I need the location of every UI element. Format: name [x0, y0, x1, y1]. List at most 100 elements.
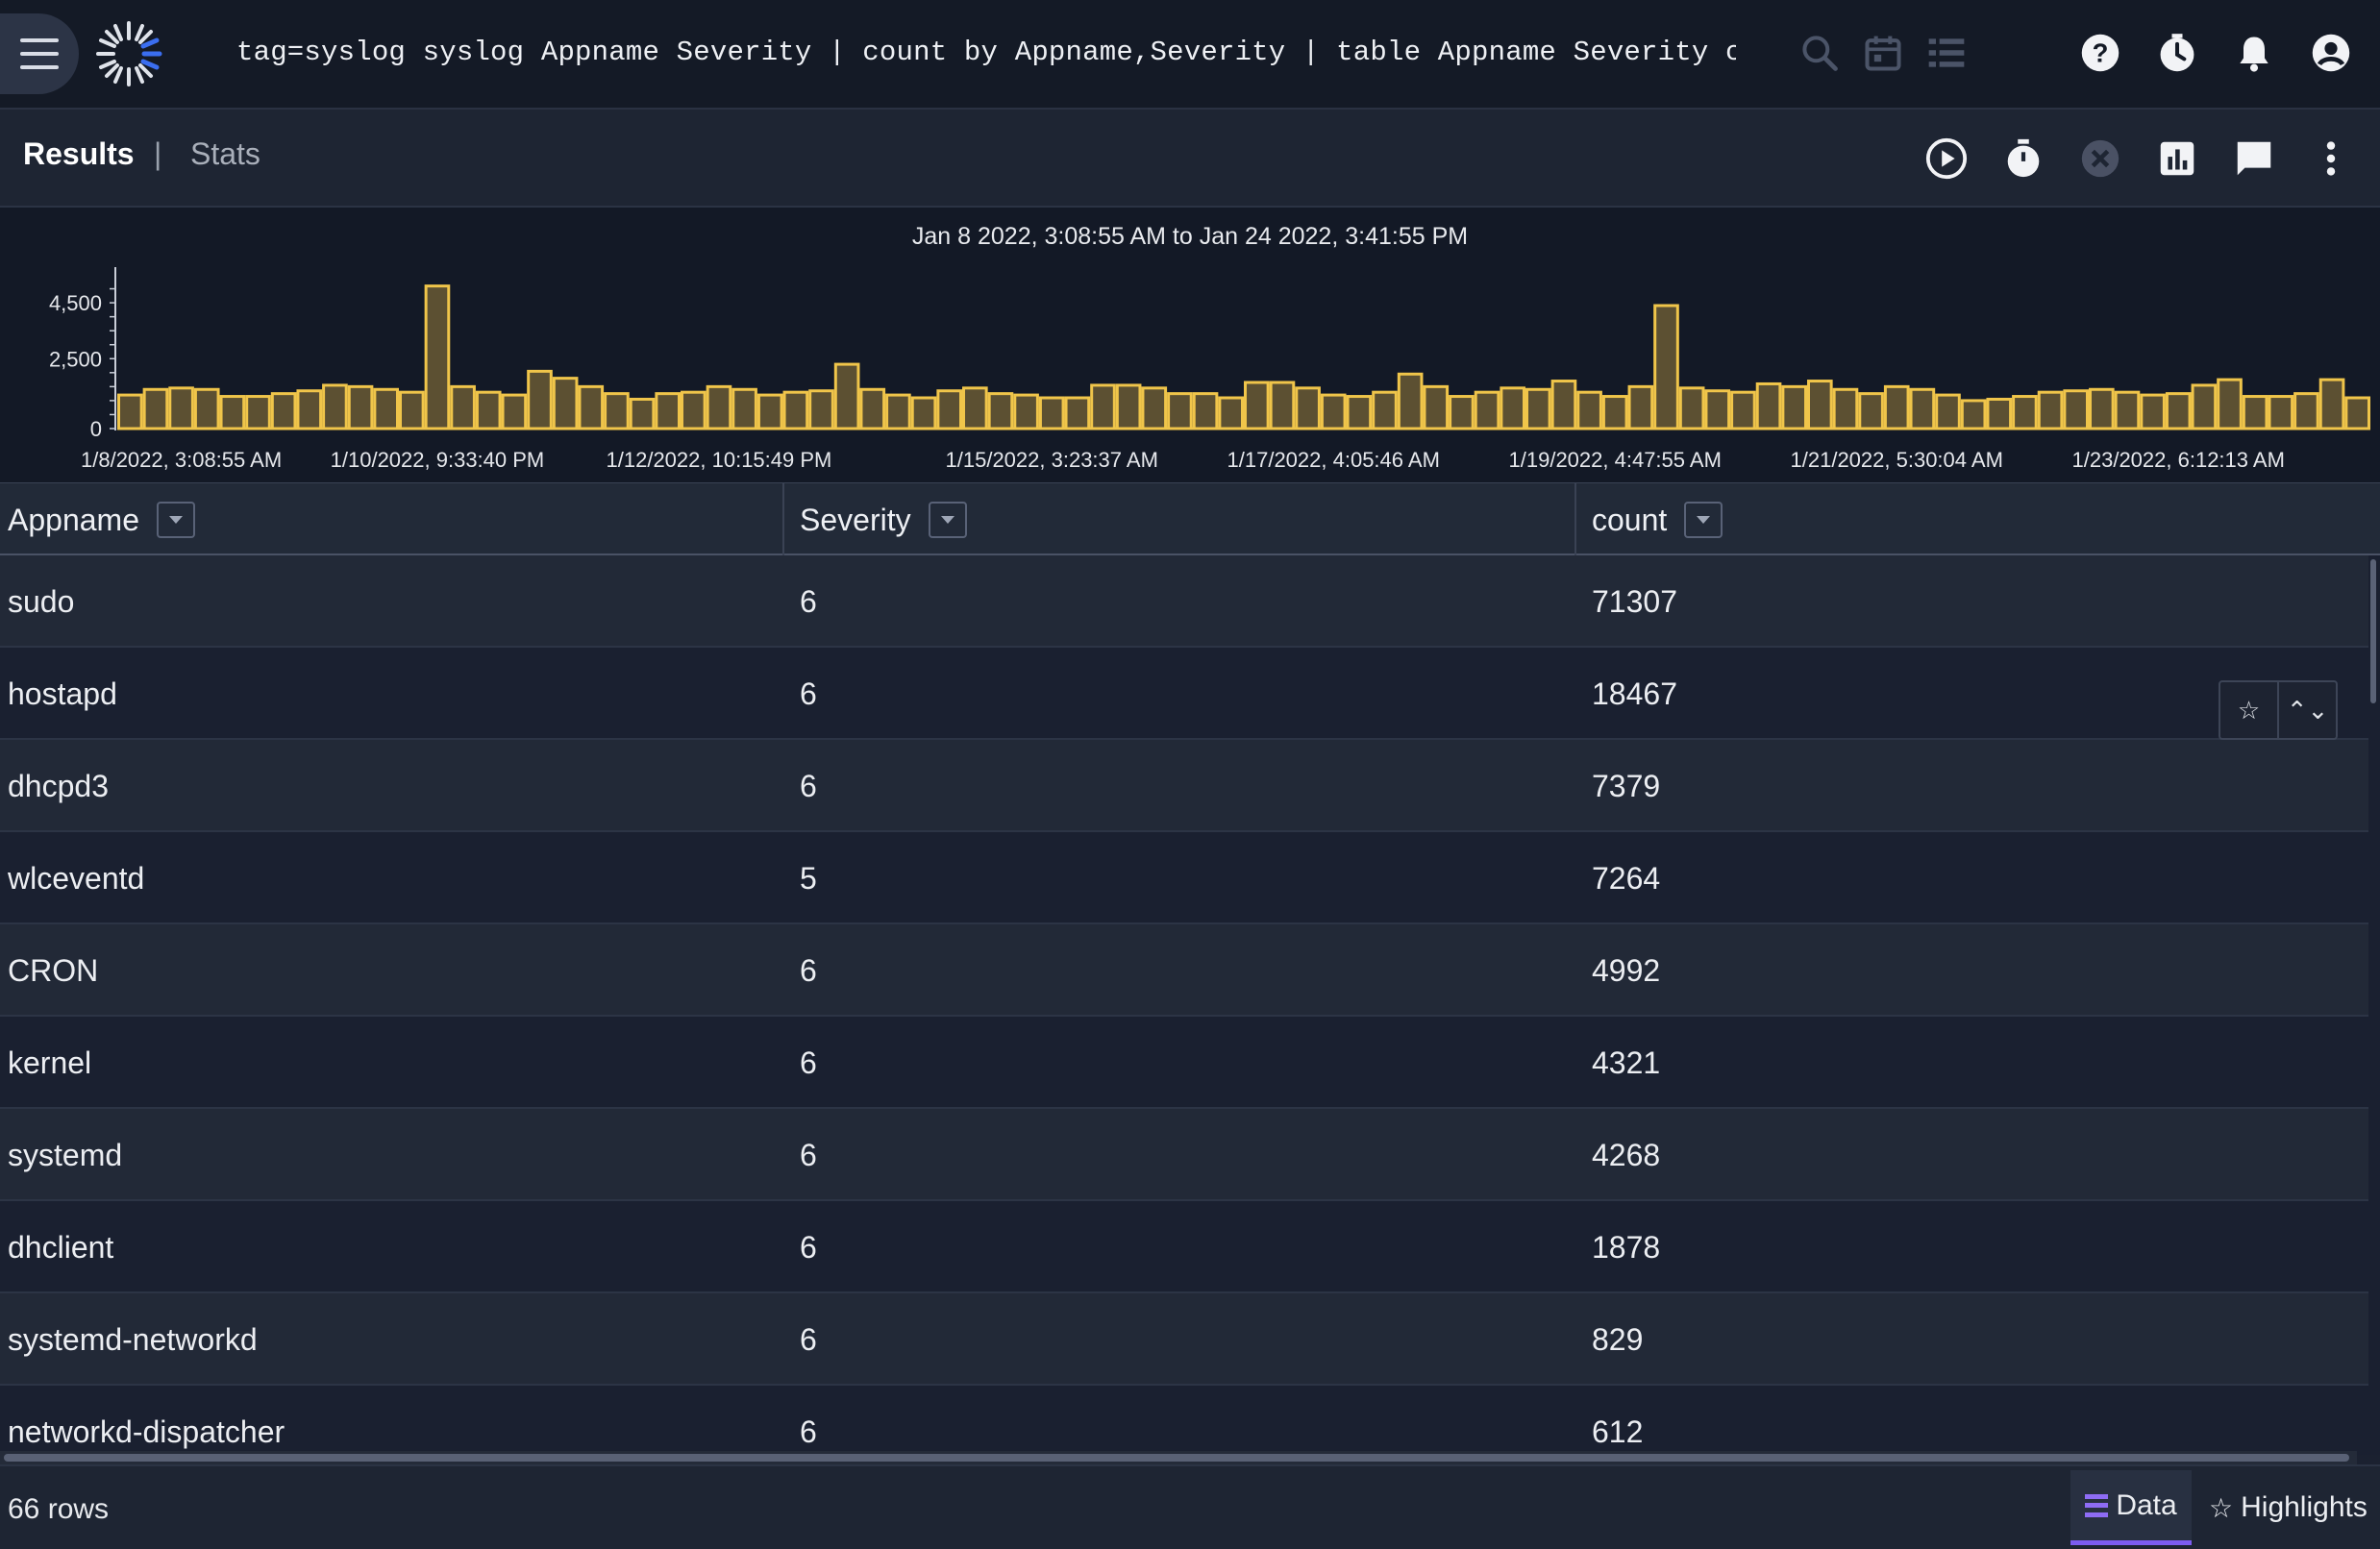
- histogram-bar[interactable]: [475, 390, 502, 430]
- table-row[interactable]: kernel 6 4321: [0, 1017, 2368, 1109]
- chart-icon[interactable]: [2151, 133, 2203, 184]
- histogram-bar[interactable]: [1295, 386, 1321, 430]
- histogram-bar[interactable]: [1038, 396, 1065, 430]
- histogram-bar[interactable]: [1755, 381, 1782, 430]
- search-query-input[interactable]: tag=syslog syslog Appname Severity | cou…: [236, 37, 1736, 68]
- column-filter-button[interactable]: [156, 502, 195, 538]
- histogram-bar[interactable]: [833, 362, 860, 430]
- histogram-bar[interactable]: [1807, 380, 1833, 430]
- histogram-bar[interactable]: [962, 386, 988, 430]
- table-row[interactable]: wlceventd 5 7264: [0, 832, 2368, 924]
- tab-stats[interactable]: Stats: [190, 136, 260, 171]
- histogram-bar[interactable]: [424, 284, 451, 430]
- histogram-bar[interactable]: [1474, 390, 1500, 430]
- histogram-bar[interactable]: [2242, 395, 2268, 430]
- histogram-bar[interactable]: [1218, 396, 1245, 430]
- histogram-bar[interactable]: [2114, 390, 2141, 430]
- table-row[interactable]: systemd 6 4268: [0, 1109, 2368, 1201]
- histogram-bar[interactable]: [347, 384, 374, 430]
- column-divider[interactable]: [782, 483, 784, 556]
- table-row[interactable]: networkd-dispatcher 6 612: [0, 1386, 2368, 1455]
- data-view-button[interactable]: Data: [2070, 1470, 2192, 1545]
- histogram-bar[interactable]: [1960, 399, 1987, 430]
- tab-results[interactable]: Results: [23, 136, 135, 171]
- histogram-bar[interactable]: [2318, 378, 2345, 430]
- histogram-bar[interactable]: [1141, 386, 1168, 430]
- histogram-bar[interactable]: [1730, 390, 1756, 430]
- histogram-bar[interactable]: [1372, 390, 1398, 430]
- highlights-button[interactable]: ☆ Highlights: [2201, 1470, 2374, 1545]
- table-row[interactable]: sudo 6 71307: [0, 555, 2368, 648]
- histogram-bar[interactable]: [2268, 395, 2294, 430]
- histogram-bar[interactable]: [1013, 393, 1039, 430]
- histogram-bar[interactable]: [1653, 304, 1679, 430]
- histogram-bar[interactable]: [117, 393, 143, 430]
- histogram-bar[interactable]: [1909, 387, 1936, 430]
- menu-button[interactable]: [0, 13, 79, 94]
- histogram-bar[interactable]: [731, 387, 757, 430]
- histogram-bar[interactable]: [2344, 396, 2370, 430]
- histogram-bar[interactable]: [604, 392, 630, 430]
- histogram-bar[interactable]: [1525, 387, 1551, 430]
- timer-icon[interactable]: [1997, 133, 2049, 184]
- histogram-bar[interactable]: [1678, 386, 1705, 430]
- scrollbar-thumb[interactable]: [2370, 559, 2376, 703]
- histogram-bar[interactable]: [1115, 383, 1142, 430]
- search-icon[interactable]: [1796, 29, 1844, 77]
- histogram-bar[interactable]: [2012, 395, 2038, 430]
- histogram-bar[interactable]: [373, 387, 400, 430]
- column-filter-button[interactable]: [1684, 502, 1723, 538]
- column-header-appname[interactable]: Appname: [8, 483, 195, 556]
- histogram-bar[interactable]: [2037, 390, 2064, 430]
- histogram-bar[interactable]: [399, 390, 425, 430]
- horizontal-scrollbar[interactable]: [0, 1451, 2357, 1464]
- histogram-bar[interactable]: [987, 392, 1014, 430]
- column-header-count[interactable]: count: [1592, 483, 1723, 556]
- histogram-bar[interactable]: [296, 389, 323, 430]
- histogram-bar[interactable]: [1704, 389, 1731, 430]
- histogram-bar[interactable]: [1627, 384, 1654, 430]
- timeline-chart[interactable]: Jan 8 2022, 3:08:55 AM to Jan 24 2022, 3…: [0, 208, 2380, 482]
- histogram-bar[interactable]: [885, 393, 911, 430]
- histogram-bar[interactable]: [1090, 383, 1116, 430]
- star-icon[interactable]: ☆: [2237, 695, 2261, 725]
- histogram-bar[interactable]: [1346, 395, 1373, 430]
- histogram-bar[interactable]: [1500, 386, 1526, 430]
- history-icon[interactable]: [2153, 29, 2201, 77]
- histogram-bar[interactable]: [1449, 395, 1475, 430]
- cancel-icon[interactable]: [2074, 133, 2126, 184]
- histogram-bar[interactable]: [578, 384, 605, 430]
- histogram-bar[interactable]: [270, 392, 297, 430]
- scrollbar-thumb[interactable]: [4, 1454, 2349, 1462]
- histogram-bar[interactable]: [142, 387, 169, 430]
- histogram-bar[interactable]: [245, 395, 271, 430]
- histogram-bar[interactable]: [782, 390, 809, 430]
- histogram-bar[interactable]: [1064, 396, 1091, 430]
- histogram-bar[interactable]: [1192, 392, 1219, 430]
- histogram-bar[interactable]: [808, 389, 834, 430]
- column-filter-button[interactable]: [928, 502, 967, 538]
- histogram-bar[interactable]: [2293, 392, 2319, 430]
- histogram-bar[interactable]: [527, 369, 553, 430]
- table-row[interactable]: dhcpd3 6 7379: [0, 740, 2368, 832]
- histogram-bar[interactable]: [2063, 389, 2089, 430]
- column-divider[interactable]: [1574, 483, 1576, 556]
- account-icon[interactable]: [2307, 29, 2355, 77]
- histogram-bar[interactable]: [655, 392, 682, 430]
- histogram-bar[interactable]: [1550, 380, 1577, 430]
- histogram-bar[interactable]: [1781, 384, 1808, 430]
- column-header-severity[interactable]: Severity: [800, 483, 967, 556]
- comment-icon[interactable]: [2228, 133, 2280, 184]
- histogram-bar[interactable]: [552, 377, 579, 430]
- histogram-bar[interactable]: [1883, 384, 1910, 430]
- bell-icon[interactable]: [2230, 29, 2278, 77]
- histogram-bar[interactable]: [193, 387, 220, 430]
- histogram-bar[interactable]: [1601, 395, 1628, 430]
- run-icon[interactable]: [1921, 133, 1972, 184]
- more-icon[interactable]: [2305, 133, 2357, 184]
- histogram-bar[interactable]: [2140, 393, 2166, 430]
- histogram-bar[interactable]: [450, 384, 476, 430]
- calendar-icon[interactable]: [1859, 29, 1907, 77]
- histogram-bar[interactable]: [168, 386, 194, 430]
- histogram-bar[interactable]: [1858, 392, 1884, 430]
